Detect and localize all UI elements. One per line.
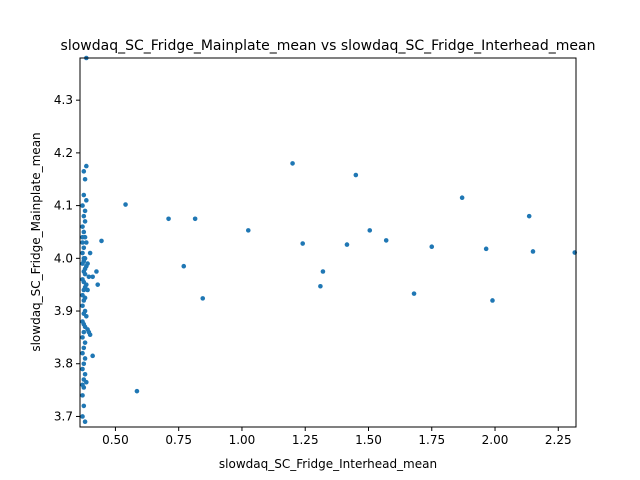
data-point bbox=[318, 283, 323, 289]
y-tick-label: 4.1 bbox=[54, 199, 73, 213]
data-point bbox=[82, 271, 88, 277]
data-point bbox=[90, 353, 95, 359]
data-point bbox=[80, 224, 85, 229]
data-point bbox=[81, 213, 87, 219]
data-point bbox=[290, 161, 295, 166]
data-point bbox=[530, 249, 536, 254]
data-point bbox=[81, 345, 87, 351]
data-point bbox=[245, 228, 251, 233]
data-point bbox=[320, 269, 326, 274]
x-axis: 0.50 0.75 1.00 1.25 1.50 1.75 2.00 2.25 bbox=[102, 427, 572, 447]
y-tick-label: 4.2 bbox=[54, 146, 73, 160]
data-point bbox=[84, 198, 89, 203]
x-tick-label: 1.50 bbox=[355, 433, 382, 447]
data-point bbox=[80, 366, 85, 372]
data-point bbox=[459, 195, 465, 200]
data-point bbox=[411, 291, 417, 296]
data-point bbox=[80, 203, 85, 208]
data-point bbox=[429, 244, 435, 250]
data-point bbox=[82, 219, 88, 224]
data-point bbox=[80, 393, 85, 398]
y-axis-label: slowdaq_SC_Fridge_Mainplate_mean bbox=[29, 132, 43, 351]
x-tick-label: 2.25 bbox=[545, 433, 572, 447]
y-tick-label: 3.9 bbox=[54, 304, 73, 318]
data-point bbox=[94, 269, 99, 274]
data-point bbox=[81, 361, 87, 367]
data-point bbox=[123, 202, 128, 207]
x-tick-label: 0.75 bbox=[165, 433, 192, 447]
data-point bbox=[80, 261, 85, 266]
data-point bbox=[86, 274, 92, 280]
x-tick-label: 2.00 bbox=[482, 433, 509, 447]
data-point bbox=[81, 403, 87, 409]
data-point bbox=[99, 238, 104, 244]
data-point bbox=[82, 356, 88, 361]
data-point bbox=[81, 192, 87, 198]
data-point bbox=[526, 213, 532, 219]
data-point bbox=[84, 314, 89, 319]
points-layer bbox=[80, 55, 578, 425]
data-point bbox=[367, 228, 373, 233]
data-point bbox=[82, 340, 88, 345]
data-point bbox=[300, 241, 305, 246]
data-point bbox=[95, 282, 101, 287]
data-point bbox=[80, 335, 85, 340]
data-point bbox=[166, 216, 171, 222]
data-point bbox=[80, 414, 85, 419]
x-tick-label: 1.00 bbox=[229, 433, 256, 447]
data-point bbox=[82, 266, 88, 272]
data-point bbox=[490, 298, 495, 303]
y-axis: 3.7 3.8 3.9 4.0 4.1 4.2 4.3 bbox=[54, 93, 80, 423]
data-point bbox=[344, 242, 350, 247]
y-tick-label: 3.8 bbox=[54, 357, 73, 371]
data-point bbox=[85, 287, 90, 293]
data-point bbox=[383, 238, 389, 243]
data-point bbox=[80, 234, 85, 240]
data-point bbox=[87, 250, 93, 256]
data-point bbox=[353, 172, 359, 178]
x-tick-label: 1.25 bbox=[292, 433, 319, 447]
y-tick-label: 3.7 bbox=[54, 409, 73, 423]
data-point bbox=[85, 261, 90, 266]
plot-frame bbox=[79, 57, 577, 428]
data-point bbox=[80, 350, 85, 356]
data-point bbox=[82, 176, 88, 182]
chart-title: slowdaq_SC_Fridge_Mainplate_mean vs slow… bbox=[61, 38, 596, 54]
y-tick-label: 4.0 bbox=[54, 251, 73, 265]
data-point bbox=[80, 240, 85, 245]
data-point bbox=[80, 250, 85, 256]
data-point bbox=[483, 246, 489, 252]
y-tick-label: 4.3 bbox=[54, 93, 73, 107]
data-point bbox=[81, 385, 87, 390]
data-point bbox=[82, 419, 88, 425]
data-point bbox=[181, 263, 187, 269]
data-point bbox=[84, 379, 89, 385]
data-point bbox=[84, 163, 89, 169]
data-point bbox=[192, 216, 198, 222]
data-point bbox=[81, 298, 87, 303]
data-point bbox=[81, 256, 87, 261]
data-point bbox=[81, 245, 87, 251]
data-point bbox=[90, 274, 95, 280]
data-point bbox=[200, 296, 206, 301]
data-point bbox=[80, 303, 85, 309]
data-point bbox=[81, 329, 87, 335]
x-tick-label: 1.75 bbox=[418, 433, 445, 447]
data-point bbox=[84, 240, 89, 245]
data-point bbox=[134, 388, 140, 394]
x-tick-label: 0.50 bbox=[102, 433, 129, 447]
data-point bbox=[81, 169, 87, 174]
data-point bbox=[81, 287, 87, 293]
data-point bbox=[81, 229, 87, 235]
data-point bbox=[87, 332, 93, 338]
data-point bbox=[82, 371, 88, 377]
data-point bbox=[82, 208, 88, 214]
x-axis-label: slowdaq_SC_Fridge_Interhead_mean bbox=[219, 457, 437, 471]
